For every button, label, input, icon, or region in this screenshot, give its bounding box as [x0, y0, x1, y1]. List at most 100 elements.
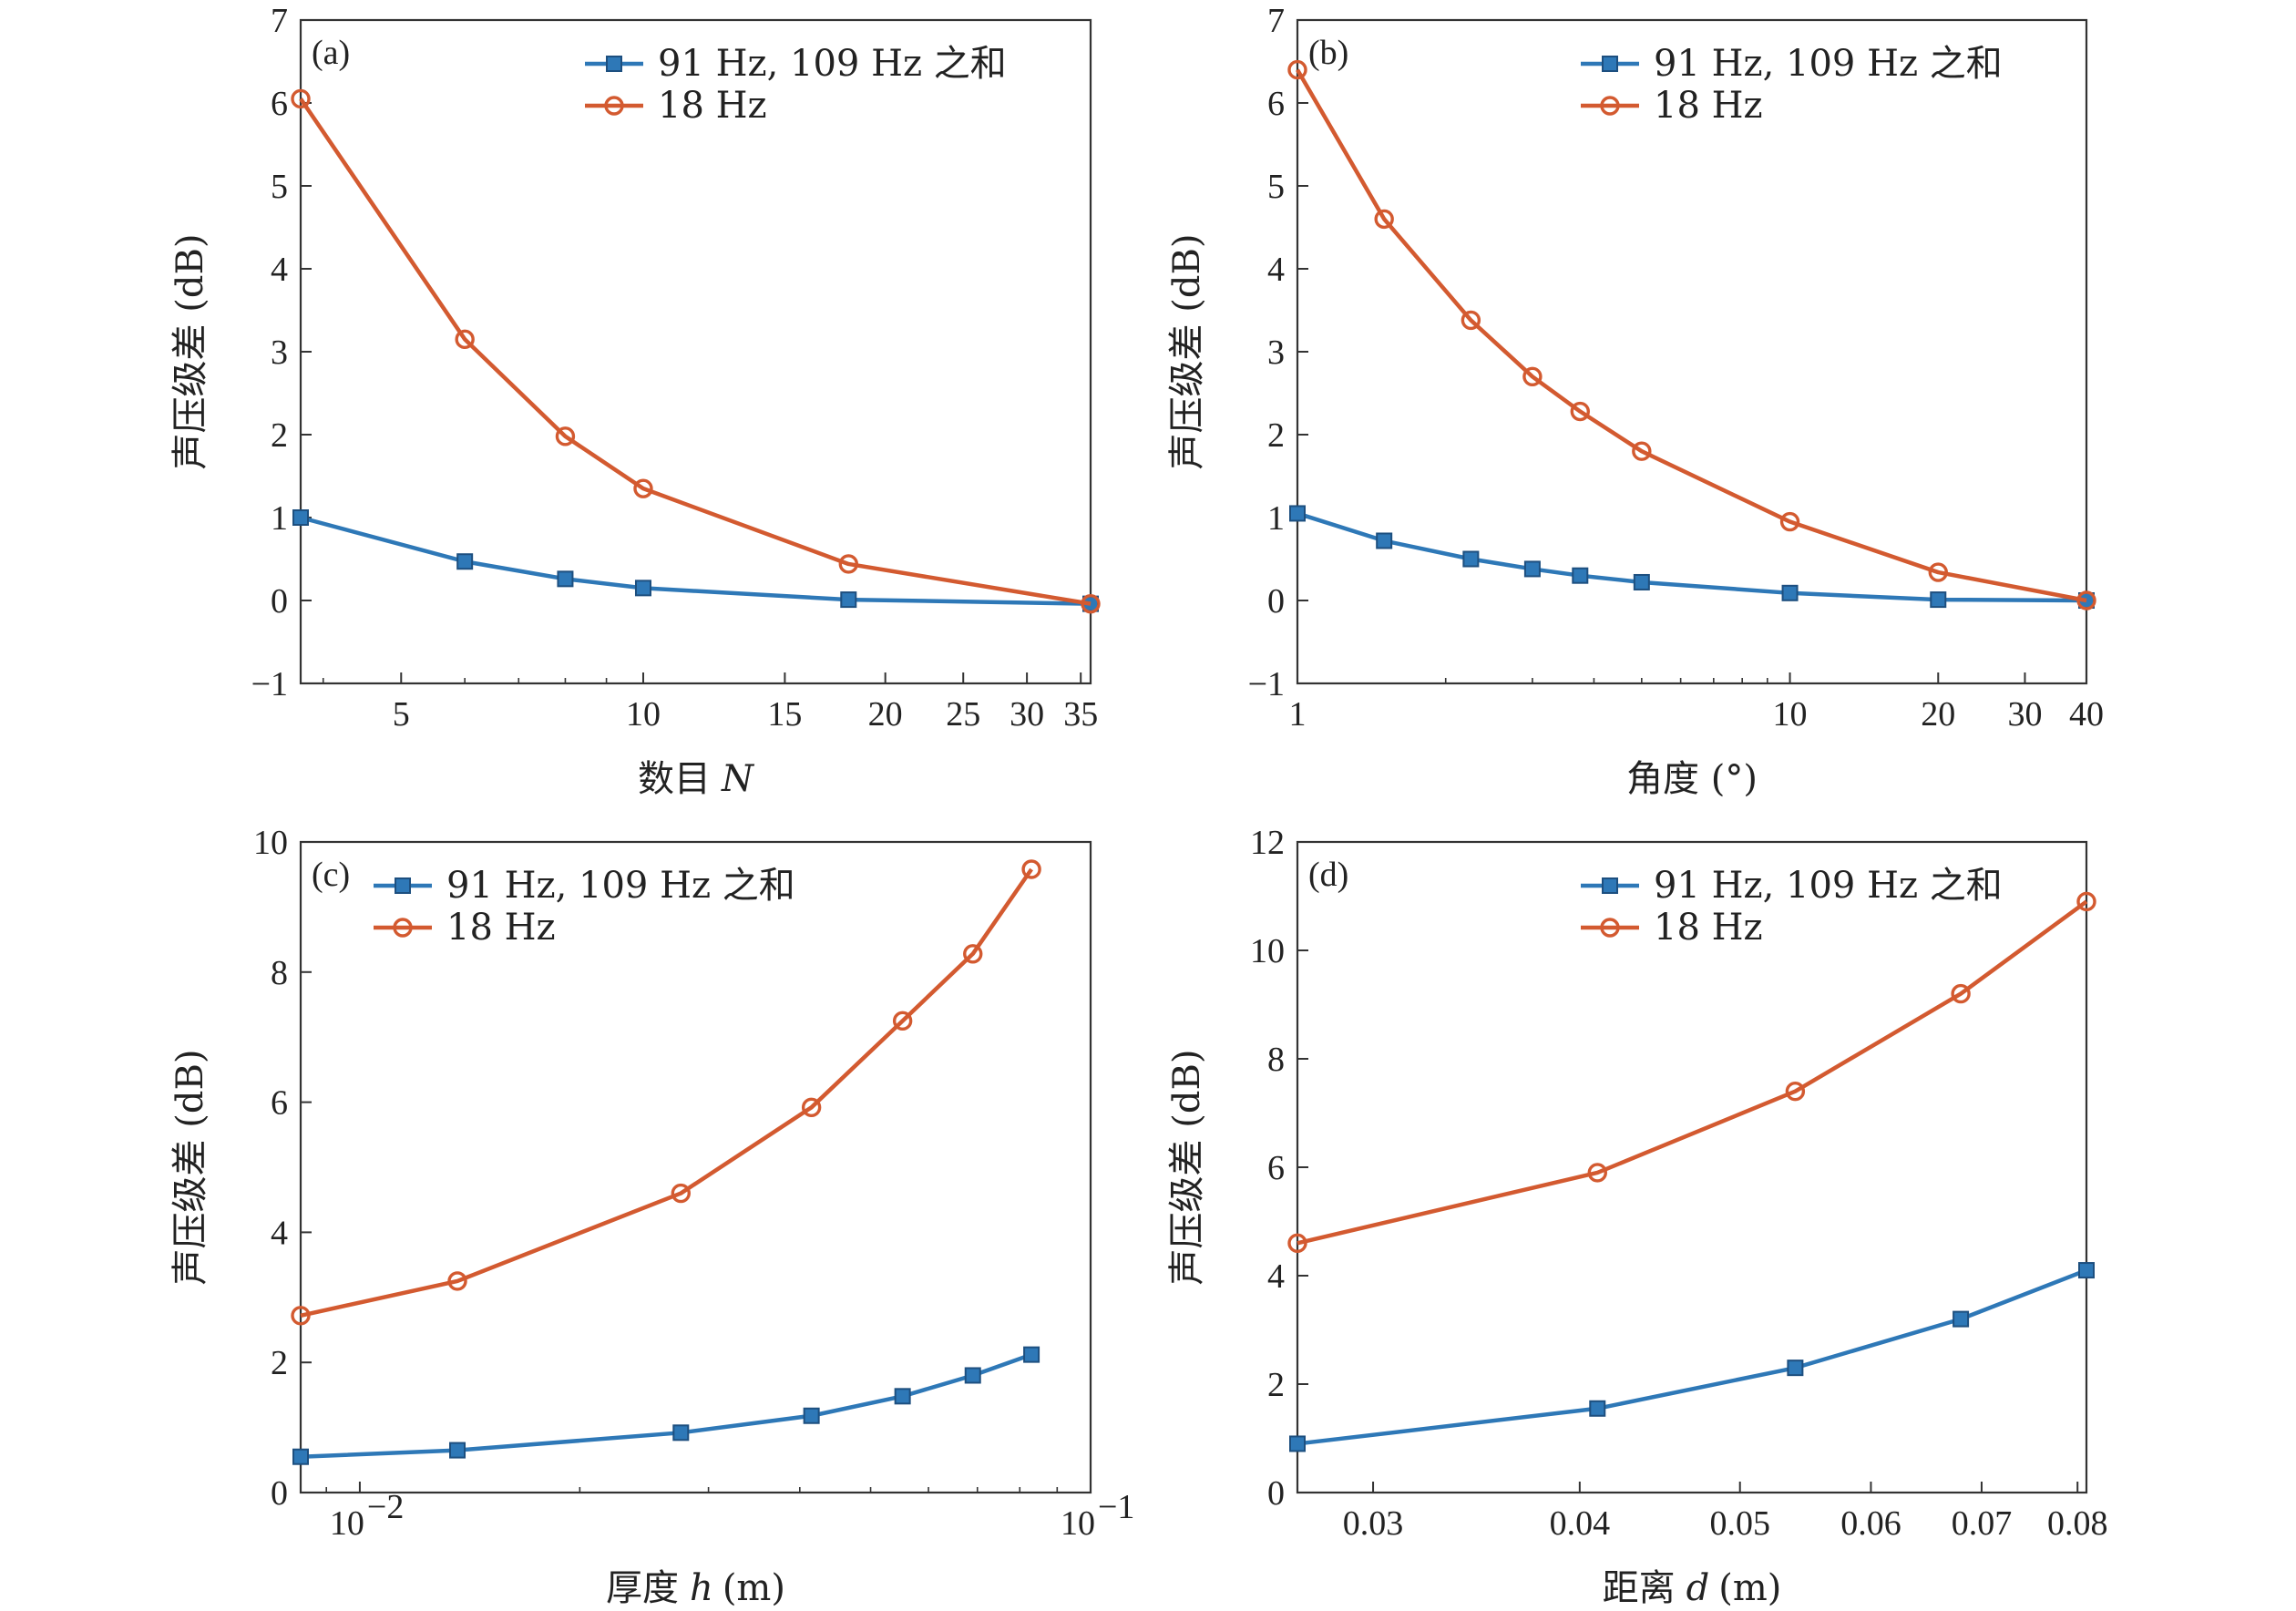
y-tick-label: 12	[1250, 824, 1285, 862]
data-point-square	[2078, 1262, 2095, 1279]
x-axis-title-text: 数目	[638, 758, 711, 800]
x-tick-label: 0.06	[1840, 1504, 1901, 1543]
data-point-circle	[291, 88, 311, 109]
x-tick-label: 10	[1061, 1504, 1095, 1543]
data-point-square	[456, 553, 474, 570]
plot-frame	[299, 840, 1092, 1494]
data-point-square	[1953, 1310, 1970, 1328]
data-point-circle	[555, 426, 576, 446]
data-point-square	[292, 1448, 309, 1465]
panel-tag: (d)	[1308, 856, 1348, 894]
y-axis-title: 声压级差 (dB)	[1166, 1050, 1208, 1286]
data-point-square	[672, 1424, 690, 1442]
data-point-square	[1930, 591, 1947, 609]
y-tick-label: 4	[271, 1214, 288, 1252]
series-line-sum-91-109hz	[300, 1352, 1032, 1459]
y-tick-label: 10	[253, 824, 288, 862]
series-line-18hz	[1296, 68, 2087, 603]
data-point-square	[1589, 1400, 1606, 1417]
panel-tag: (c)	[312, 856, 350, 894]
x-tick-label: 5	[393, 695, 410, 734]
data-point-square	[840, 591, 857, 609]
data-point-square	[1523, 560, 1541, 578]
data-point-circle	[1587, 1163, 1607, 1183]
y-tick-label: −1	[251, 665, 288, 703]
x-tick-exponent: −2	[367, 1488, 404, 1526]
legend-marker-square	[606, 56, 622, 72]
legend-marker-circle	[393, 918, 413, 938]
y-tick-label: 2	[271, 1344, 288, 1382]
y-tick-label: 3	[271, 333, 288, 372]
x-axis-title-text: 角度 (°)	[1626, 758, 1758, 800]
data-point-square	[1781, 584, 1799, 601]
data-point-square	[557, 570, 574, 588]
y-tick-label: 1	[271, 499, 288, 538]
data-point-square	[634, 580, 651, 597]
x-tick-label: 15	[767, 695, 802, 734]
data-point-square	[292, 509, 309, 526]
x-axis-title-variable: N	[721, 758, 755, 800]
x-axis-title-text: 厚度	[606, 1567, 679, 1609]
y-tick-label: 3	[1267, 333, 1285, 372]
y-tick-label: 10	[1250, 932, 1285, 970]
data-point-circle	[838, 554, 858, 574]
data-point-circle	[1951, 983, 1971, 1004]
legend-label: 91 Hz, 109 Hz 之和	[1654, 43, 2003, 85]
y-tick-label: −1	[1248, 665, 1285, 703]
data-point-circle	[1374, 209, 1394, 230]
data-point-circle	[1021, 859, 1041, 879]
x-tick-label: 35	[1063, 695, 1098, 734]
series-line-sum-91-109hz	[1297, 511, 2087, 603]
legend-label: 18 Hz	[658, 85, 767, 127]
panel-d: 0 2 4 6 8 10 12 0.03 0.04 0.05 0.06 0.07 0.08 声压级差 (d…	[1166, 824, 2107, 1609]
legend-marker-square	[1602, 56, 1618, 72]
x-tick-exponent: −1	[1098, 1488, 1134, 1526]
y-axis-title: 声压级差 (dB)	[169, 1050, 211, 1286]
data-point-circle	[1081, 593, 1101, 614]
panel-a: −1 0 1 2 3 4 5 6 7 5 10 15 20 25 30 35 声压级差 (dB) 数目 N (a) 91…	[169, 2, 1101, 800]
y-tick-label: 6	[271, 1084, 288, 1123]
x-tick-label: 20	[868, 695, 903, 734]
series-line-sum-91-109hz	[300, 515, 1092, 606]
x-tick-label: 40	[2069, 695, 2104, 734]
data-point-circle	[1522, 366, 1543, 386]
data-point-square	[1633, 573, 1650, 590]
y-tick-label: 8	[271, 954, 288, 992]
x-tick-label: 1	[1289, 695, 1307, 734]
data-point-circle	[671, 1183, 691, 1204]
data-point-circle	[1785, 1081, 1806, 1102]
y-tick-label: 7	[1267, 2, 1285, 40]
data-point-square	[894, 1388, 911, 1405]
x-tick-label: 0.04	[1550, 1504, 1611, 1543]
y-tick-label: 0	[271, 1474, 288, 1513]
y-tick-label: 6	[1267, 85, 1285, 123]
data-point-circle	[291, 1306, 311, 1326]
data-point-circle	[1287, 59, 1307, 80]
x-tick-label: 0.07	[1952, 1504, 2013, 1543]
data-point-circle	[963, 944, 983, 964]
y-tick-label: 6	[271, 85, 288, 123]
data-point-circle	[455, 329, 475, 350]
data-point-circle	[2076, 891, 2096, 912]
y-tick-label: 7	[271, 2, 288, 40]
x-axis-title: 角度 (°)	[1626, 758, 1758, 800]
x-tick-label: 30	[1010, 695, 1044, 734]
series-line-sum-91-109hz	[1297, 1267, 2087, 1446]
data-point-circle	[447, 1271, 467, 1291]
legend-marker-circle	[1600, 918, 1620, 938]
y-tick-label: 0	[1267, 1474, 1285, 1513]
x-tick-label: 10	[626, 695, 661, 734]
data-point-circle	[892, 1011, 913, 1031]
legend-label: 91 Hz, 109 Hz 之和	[446, 865, 795, 907]
x-tick-label: 0.08	[2047, 1504, 2108, 1543]
legend-label: 91 Hz, 109 Hz 之和	[1654, 865, 2003, 907]
data-point-circle	[1287, 1233, 1307, 1254]
data-point-square	[1572, 567, 1589, 584]
series-line-18hz	[299, 97, 1092, 606]
data-point-circle	[2076, 590, 2096, 611]
y-tick-label: 0	[271, 582, 288, 621]
data-point-square	[1787, 1360, 1804, 1377]
x-axis-title-text: 距离	[1603, 1567, 1676, 1609]
panel-b: −1 0 1 2 3 4 5 6 7 1 10 20 30 40 声压级差 (dB) 角度 (°) (b) 91 …	[1166, 2, 2104, 800]
